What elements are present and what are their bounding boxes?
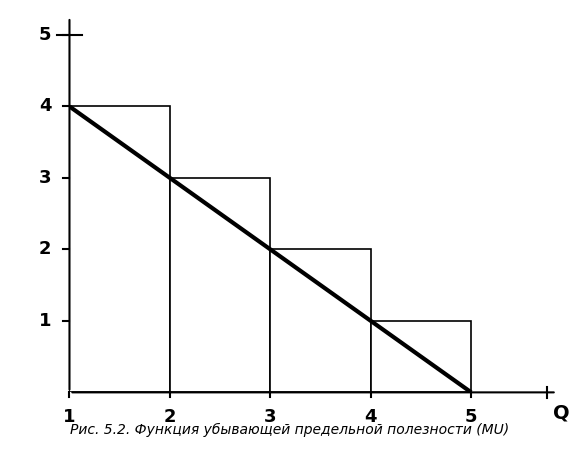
- Text: 1: 1: [63, 408, 76, 426]
- Text: 5: 5: [465, 408, 478, 426]
- Bar: [69, 106, 170, 392]
- Text: 2: 2: [39, 240, 52, 258]
- Bar: [270, 249, 371, 392]
- Text: 4: 4: [39, 97, 52, 115]
- Text: Q: Q: [554, 403, 570, 422]
- Text: 3: 3: [264, 408, 277, 426]
- Text: 5: 5: [39, 26, 52, 44]
- Text: Рис. 5.2. Функция убывающей предельной полезности (MU): Рис. 5.2. Функция убывающей предельной п…: [70, 423, 509, 437]
- Bar: [371, 321, 471, 392]
- Text: 2: 2: [164, 408, 176, 426]
- Text: 3: 3: [39, 169, 52, 187]
- Text: 4: 4: [365, 408, 377, 426]
- Text: 1: 1: [39, 312, 52, 330]
- Bar: [170, 178, 270, 392]
